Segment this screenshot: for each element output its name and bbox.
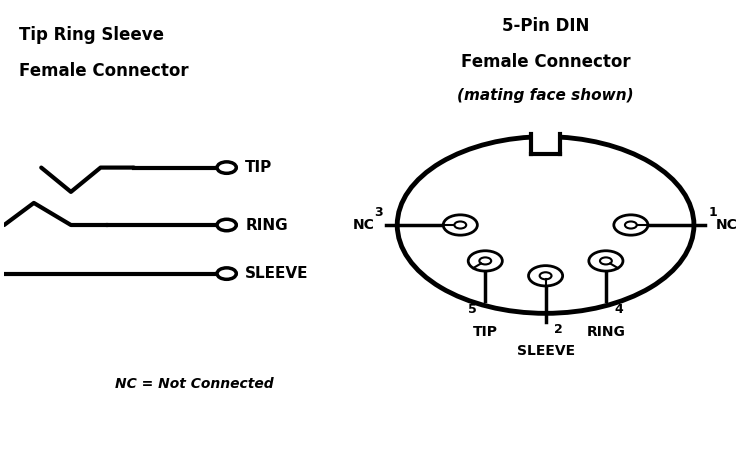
Text: Tip Ring Sleeve: Tip Ring Sleeve bbox=[19, 26, 164, 44]
Circle shape bbox=[468, 251, 502, 271]
Circle shape bbox=[625, 221, 637, 229]
Text: 5-Pin DIN: 5-Pin DIN bbox=[502, 18, 590, 36]
Text: RING: RING bbox=[245, 217, 288, 233]
Text: NC = Not Connected: NC = Not Connected bbox=[116, 377, 274, 391]
Circle shape bbox=[589, 251, 623, 271]
Text: TIP: TIP bbox=[245, 160, 272, 175]
Text: 3: 3 bbox=[374, 206, 382, 219]
Text: Female Connector: Female Connector bbox=[460, 53, 631, 71]
Text: 4: 4 bbox=[615, 303, 623, 316]
Text: 5: 5 bbox=[467, 303, 476, 316]
Bar bbox=[532, 135, 560, 154]
Circle shape bbox=[614, 215, 648, 235]
Text: 2: 2 bbox=[554, 324, 563, 337]
Circle shape bbox=[217, 268, 236, 279]
Circle shape bbox=[217, 162, 236, 173]
Text: Female Connector: Female Connector bbox=[19, 62, 189, 80]
Text: SLEEVE: SLEEVE bbox=[517, 344, 574, 358]
Circle shape bbox=[479, 257, 491, 265]
Circle shape bbox=[443, 215, 477, 235]
Circle shape bbox=[540, 272, 551, 279]
Text: SLEEVE: SLEEVE bbox=[245, 266, 309, 281]
Text: RING: RING bbox=[586, 325, 626, 339]
Text: 1: 1 bbox=[709, 206, 718, 219]
Text: NC: NC bbox=[353, 218, 375, 232]
Circle shape bbox=[600, 257, 612, 265]
Circle shape bbox=[398, 137, 694, 313]
Text: TIP: TIP bbox=[472, 325, 498, 339]
Circle shape bbox=[217, 219, 236, 231]
Circle shape bbox=[529, 266, 562, 286]
Circle shape bbox=[454, 221, 466, 229]
Text: (mating face shown): (mating face shown) bbox=[458, 88, 634, 103]
Text: NC: NC bbox=[716, 218, 738, 232]
